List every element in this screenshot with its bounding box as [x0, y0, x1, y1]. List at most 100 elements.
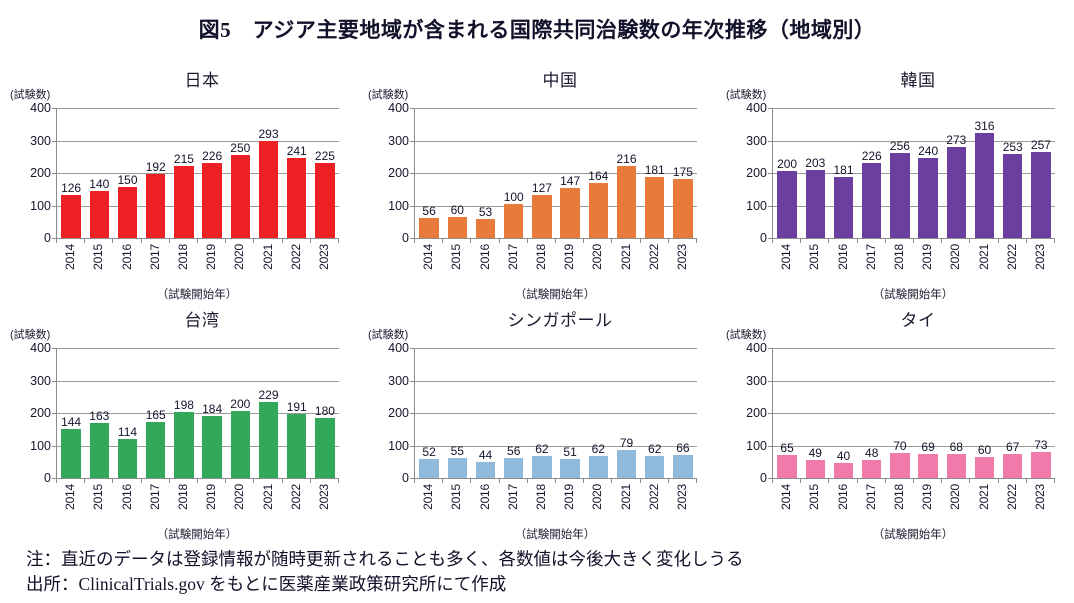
bar[interactable]: 203	[805, 156, 825, 238]
bar[interactable]: 181	[645, 163, 665, 238]
gridline	[415, 413, 697, 414]
x-tick-label: 2018	[175, 244, 190, 270]
y-tick-label: 100	[30, 438, 51, 453]
bar[interactable]: 62	[588, 442, 609, 478]
bar[interactable]: 226	[202, 149, 222, 238]
bar[interactable]: 56	[503, 444, 524, 478]
x-tick-label: 2014	[779, 484, 794, 510]
bar[interactable]: 273	[946, 133, 966, 238]
bar[interactable]: 48	[861, 446, 882, 478]
bar[interactable]: 55	[447, 444, 468, 478]
bar[interactable]: 68	[946, 440, 967, 478]
bar-slot: 175	[669, 108, 697, 238]
x-tick-label: 2020	[948, 484, 963, 510]
bar[interactable]: 67	[1002, 440, 1023, 478]
x-tick-label: 2014	[63, 484, 78, 510]
bar[interactable]: 184	[202, 402, 222, 478]
x-tick-mark	[583, 238, 585, 243]
bar[interactable]: 257	[1031, 138, 1051, 238]
bar[interactable]: 163	[89, 409, 109, 478]
bar[interactable]: 225	[315, 149, 335, 238]
bar[interactable]: 53	[475, 205, 496, 238]
x-label-slot: 2021	[611, 244, 639, 286]
x-tick-mark	[56, 238, 57, 243]
bar[interactable]: 62	[644, 442, 665, 478]
y-tick-label: 200	[746, 406, 767, 420]
bar-slot: 226	[198, 108, 226, 238]
bar[interactable]: 216	[617, 152, 637, 238]
bar[interactable]: 126	[61, 181, 81, 238]
bar[interactable]: 40	[833, 449, 854, 478]
bar[interactable]: 250	[230, 141, 250, 238]
bar[interactable]: 60	[447, 203, 468, 238]
bar[interactable]: 66	[673, 441, 693, 478]
bar[interactable]: 140	[89, 177, 109, 238]
bar[interactable]: 164	[588, 169, 608, 238]
bar[interactable]: 62	[532, 442, 552, 478]
bar-slot: 127	[528, 108, 556, 238]
gridline	[57, 348, 339, 349]
bar[interactable]: 70	[890, 439, 910, 478]
bar[interactable]: 316	[975, 119, 995, 238]
bar[interactable]: 200	[777, 157, 797, 238]
bar[interactable]: 100	[504, 190, 524, 238]
bar-slot: 126	[57, 108, 85, 238]
bar[interactable]: 144	[61, 415, 81, 478]
bar-slot: 140	[85, 108, 113, 238]
x-label-slot: 2018	[885, 484, 913, 526]
bar[interactable]: 180	[315, 404, 335, 478]
gridline	[773, 380, 1055, 382]
bar[interactable]: 229	[259, 388, 279, 478]
bar[interactable]: 79	[616, 436, 637, 478]
bar[interactable]: 241	[287, 144, 307, 238]
bar[interactable]: 181	[833, 163, 854, 238]
bar[interactable]: 226	[862, 149, 882, 238]
bar[interactable]: 114	[117, 425, 138, 478]
x-label-slot: 2017	[857, 484, 885, 526]
bar-slot: 241	[283, 108, 311, 238]
bar[interactable]: 215	[174, 152, 194, 238]
bar-slot: 147	[556, 108, 584, 238]
bar[interactable]: 256	[890, 139, 910, 238]
x-tick-mark	[253, 238, 255, 243]
bar[interactable]: 56	[419, 204, 439, 238]
x-tick-mark	[1025, 238, 1027, 243]
x-label-slot: 2015	[800, 484, 828, 526]
bar[interactable]: 127	[532, 181, 552, 238]
bar[interactable]: 192	[146, 160, 166, 238]
x-label-slot: 2016	[470, 244, 498, 286]
x-tick-label: 2015	[449, 244, 464, 270]
bar[interactable]: 191	[287, 400, 307, 478]
bar[interactable]: 175	[673, 165, 693, 238]
bar[interactable]: 49	[805, 446, 826, 478]
x-label-slot: 2016	[470, 484, 498, 526]
x-tick-mark	[225, 238, 227, 243]
bar[interactable]: 240	[918, 144, 938, 238]
x-tick-label: 2018	[175, 484, 190, 510]
x-tick-label: 2021	[618, 484, 633, 510]
bar[interactable]: 293	[259, 127, 279, 238]
bar[interactable]: 69	[918, 440, 938, 478]
bar[interactable]: 51	[560, 445, 580, 478]
bar[interactable]: 253	[1003, 140, 1023, 238]
bar[interactable]: 147	[560, 174, 580, 238]
y-axis-caption: (試験数)	[368, 329, 409, 341]
bar[interactable]: 52	[419, 445, 439, 478]
bar-value-label: 51	[563, 445, 577, 460]
bar[interactable]: 165	[146, 408, 166, 478]
y-tick-mark	[52, 380, 57, 382]
bar[interactable]: 60	[974, 443, 995, 478]
bar[interactable]: 198	[174, 398, 194, 478]
bar-value-label: 70	[893, 439, 907, 454]
bar-slot: 53	[471, 108, 499, 238]
x-tick-mark	[498, 238, 500, 243]
bar[interactable]: 65	[777, 441, 797, 478]
bar[interactable]: 150	[117, 173, 138, 238]
bar[interactable]: 44	[475, 448, 496, 478]
bar[interactable]: 200	[230, 397, 250, 478]
gridline	[773, 108, 1055, 109]
bar-value-label: 56	[422, 203, 436, 218]
bar[interactable]: 73	[1031, 438, 1051, 478]
y-axis-caption: (試験数)	[726, 329, 767, 341]
x-label-slot: 2021	[253, 244, 281, 286]
